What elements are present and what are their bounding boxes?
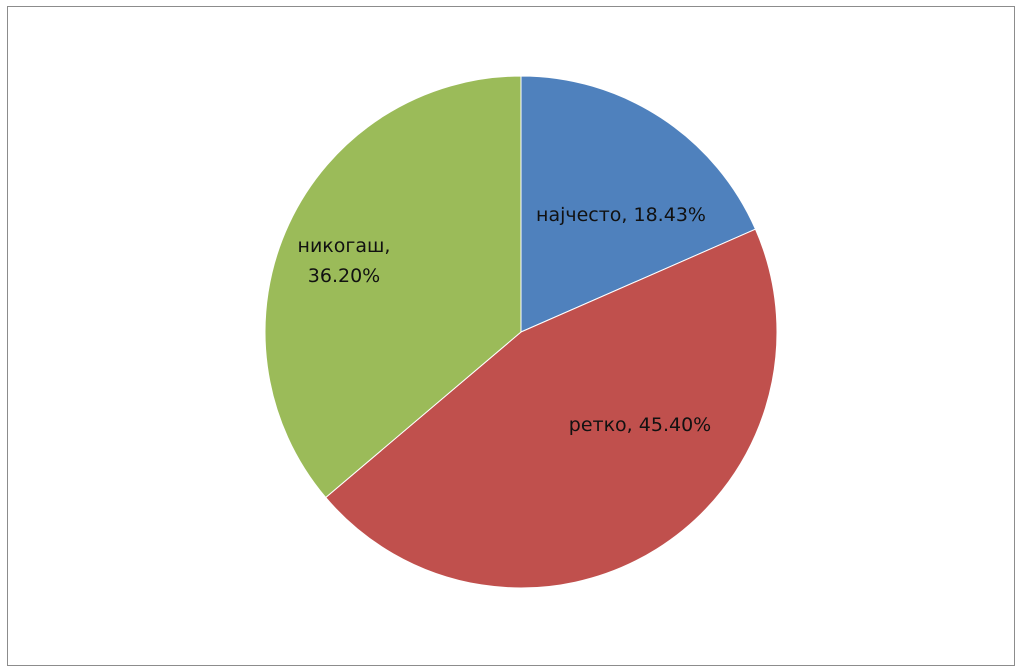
data-label-0: најчесто, 18.43%: [536, 204, 706, 226]
pie-slices: [264, 75, 778, 589]
pie-slice-0: [520, 75, 757, 333]
pie-slice-1: [324, 228, 778, 589]
data-label-1: ретко, 45.40%: [569, 414, 711, 436]
pie-chart: најчесто, 18.43% ретко, 45.40% никогаш, 36.…: [264, 75, 778, 589]
data-label-2: никогаш, 36.20%: [298, 235, 391, 287]
pie-labels: најчесто, 18.43% ретко, 45.40% никогаш, 36.…: [298, 204, 712, 436]
chart-frame: најчесто, 18.43% ретко, 45.40% никогаш, 36.…: [7, 6, 1015, 666]
pie-slice-2: [264, 75, 522, 499]
